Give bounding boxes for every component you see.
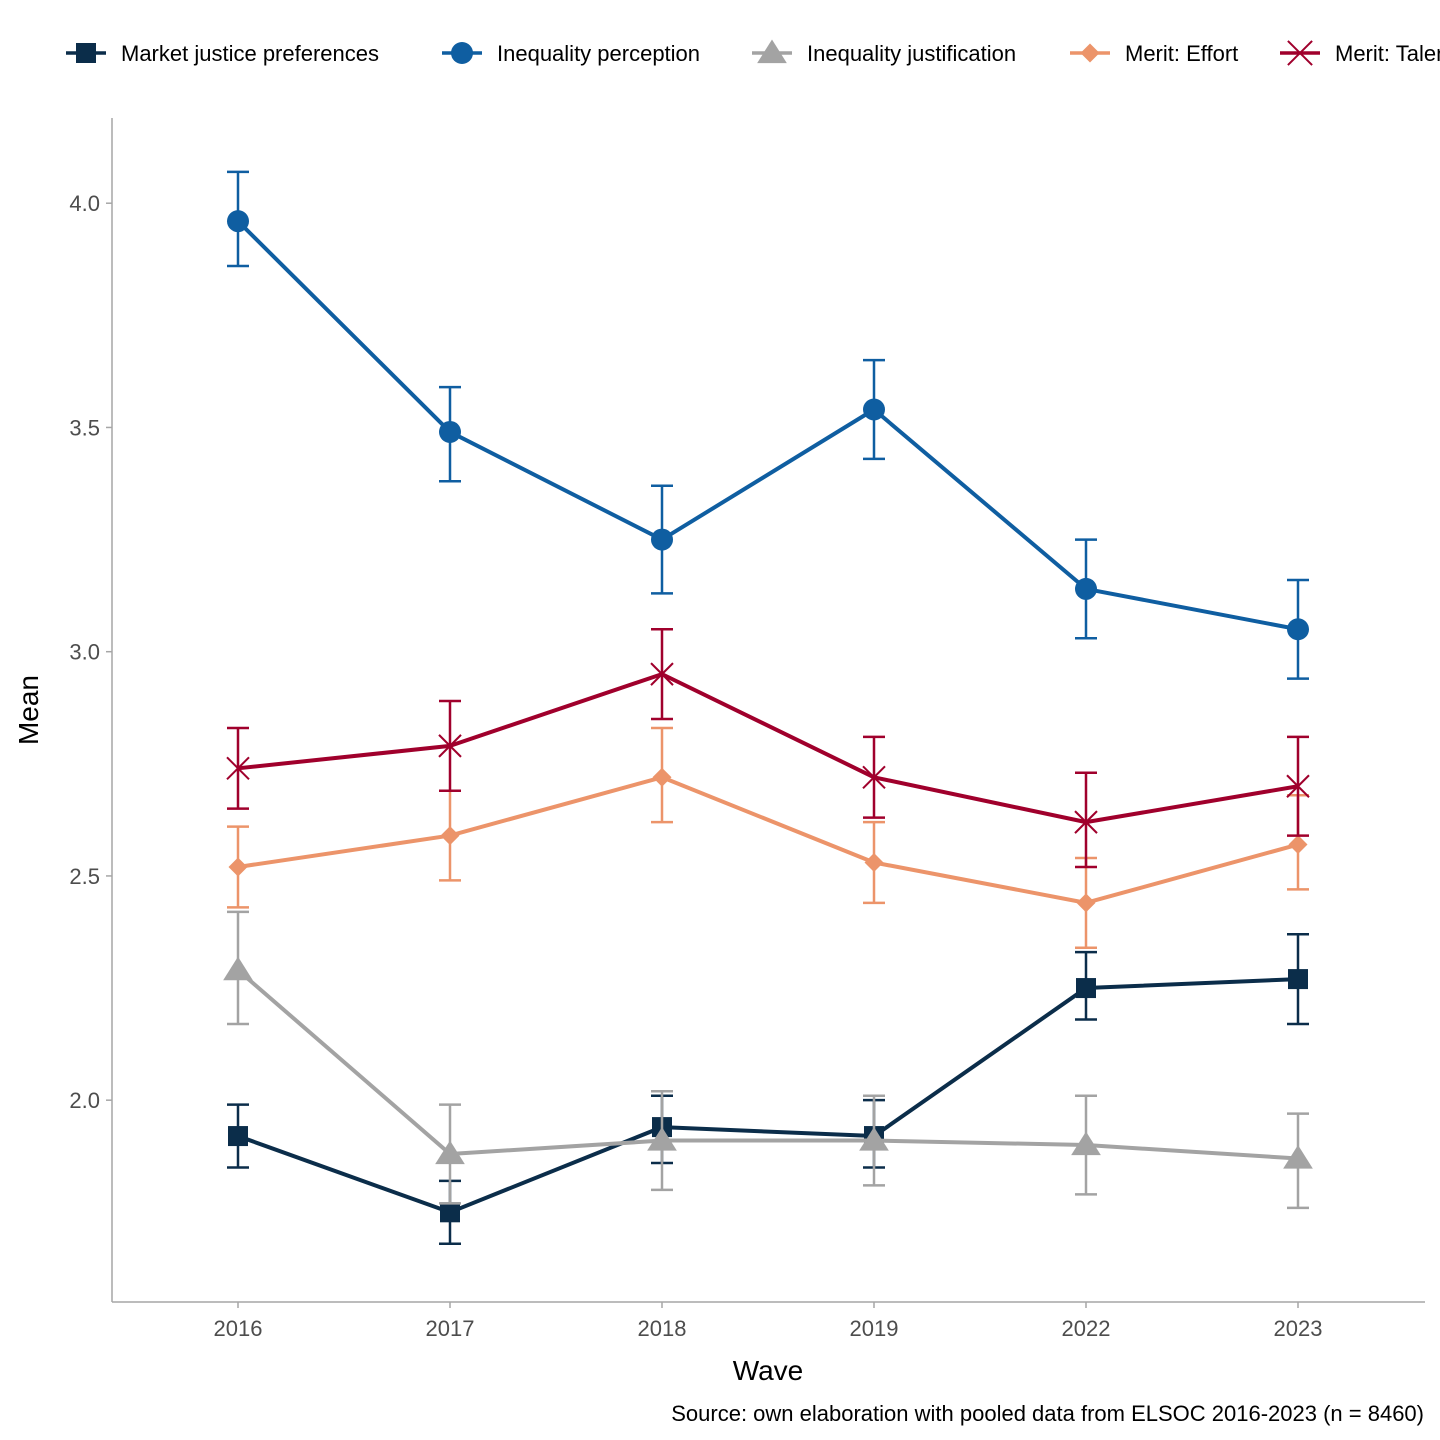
error-bar	[1075, 771, 1097, 869]
legend-key-marker	[757, 39, 787, 64]
y-tick-label: 2.5	[69, 864, 100, 889]
series-circle	[227, 170, 1309, 680]
data-point	[652, 767, 672, 787]
y-axis-title: Mean	[13, 675, 44, 745]
x-tick-label: 2016	[214, 1316, 263, 1341]
data-point	[440, 1202, 460, 1223]
data-point	[1287, 618, 1309, 641]
x-tick-label: 2022	[1062, 1316, 1111, 1341]
x-tick-label: 2019	[850, 1316, 899, 1341]
data-point	[438, 734, 462, 758]
legend-label: Merit: Talent	[1335, 41, 1440, 66]
series-layer	[223, 170, 1313, 1245]
data-point-stroke	[226, 756, 250, 781]
x-tick-label: 2023	[1274, 1316, 1323, 1341]
legend-key-marker	[76, 43, 96, 63]
legend-item: Inequality perception	[442, 41, 700, 66]
y-axis-ticks: 2.0 2.5 3.0 3.5 4.0	[69, 191, 112, 1113]
series-line	[236, 219, 1299, 632]
data-point	[1076, 978, 1096, 999]
x-axis-ticks: 2016 2017 2018 2019 2022 2023	[214, 1302, 1323, 1341]
series-diamond	[227, 726, 1309, 949]
data-point	[440, 826, 460, 846]
data-point-stroke	[650, 662, 674, 686]
legend-item: Merit: Effort	[1070, 41, 1238, 66]
data-point	[1286, 774, 1310, 798]
data-point	[439, 420, 461, 443]
data-point	[226, 756, 250, 781]
legend-key-marker	[1287, 40, 1313, 66]
data-point	[862, 765, 886, 789]
legend-label: Inequality justification	[807, 41, 1016, 66]
data-point	[1283, 1144, 1313, 1169]
data-point	[1071, 1131, 1101, 1156]
data-point	[1076, 893, 1096, 913]
series-square	[227, 932, 1309, 1245]
y-tick-label: 2.0	[69, 1088, 100, 1113]
data-point	[864, 852, 884, 872]
data-point	[1288, 969, 1308, 990]
data-point	[1074, 810, 1098, 834]
data-point-stroke	[1074, 810, 1098, 834]
y-tick-label: 3.0	[69, 640, 100, 665]
x-tick-label: 2017	[426, 1316, 475, 1341]
y-tick-label: 3.5	[69, 415, 100, 440]
data-point-stroke	[862, 765, 886, 789]
legend-item: Inequality justification	[752, 39, 1016, 66]
legend-label: Merit: Effort	[1125, 41, 1238, 66]
data-point	[651, 528, 673, 551]
legend-item: Merit: Talent	[1280, 40, 1440, 66]
series-line	[237, 672, 1299, 825]
data-point	[863, 398, 885, 421]
legend-key-marker-stroke	[1287, 40, 1313, 66]
data-point-stroke	[438, 734, 462, 758]
data-point	[227, 210, 249, 233]
data-point	[223, 956, 253, 981]
data-point	[859, 1127, 889, 1151]
series-line	[237, 977, 1299, 1215]
y-tick-label: 4.0	[69, 191, 100, 216]
legend-item: Market justice preferences	[66, 41, 379, 66]
legend-label: Inequality perception	[497, 41, 700, 66]
data-point	[1288, 835, 1308, 855]
data-point	[228, 1126, 248, 1147]
legend-key-marker	[1080, 43, 1100, 63]
data-point	[647, 1127, 677, 1151]
data-point	[435, 1140, 465, 1165]
data-point	[1075, 577, 1097, 600]
legend-key-marker	[451, 42, 473, 64]
series-line	[237, 775, 1299, 905]
data-point	[228, 857, 248, 877]
x-tick-label: 2018	[638, 1316, 687, 1341]
series-x	[226, 628, 1310, 869]
series-line	[236, 968, 1299, 1161]
x-axis-title: Wave	[733, 1355, 804, 1386]
data-point	[650, 662, 674, 686]
series-triangle	[223, 910, 1313, 1210]
legend: Market justice preferences Inequality per…	[66, 39, 1440, 66]
legend-label: Market justice preferences	[121, 41, 379, 66]
chart-caption: Source: own elaboration with pooled data…	[671, 1401, 1424, 1426]
data-point-stroke	[1286, 774, 1310, 798]
